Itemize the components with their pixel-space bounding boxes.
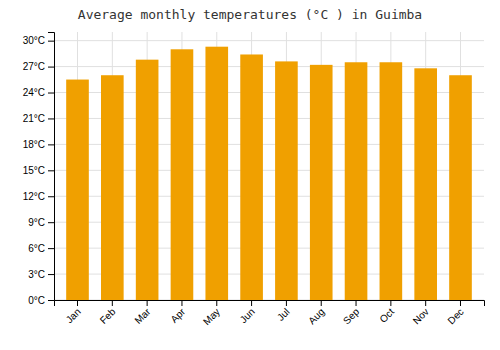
bars xyxy=(66,47,472,300)
tick: Jul xyxy=(275,300,292,323)
tick-mark xyxy=(147,300,148,306)
bar xyxy=(345,62,368,300)
tick: Feb xyxy=(98,300,118,326)
tick-label: 24°C xyxy=(23,87,45,98)
bar xyxy=(66,80,89,300)
tick-mark xyxy=(77,300,78,306)
tick-mark xyxy=(48,67,54,68)
bar xyxy=(136,60,159,300)
tick-label: 27°C xyxy=(23,61,45,72)
bar xyxy=(414,68,437,300)
tick-label: May xyxy=(201,306,222,327)
tick: 15°C xyxy=(23,165,54,176)
tick-label: 9°C xyxy=(28,217,45,228)
tick-mark xyxy=(321,300,322,306)
tick-label: Sep xyxy=(341,306,362,327)
tick: 24°C xyxy=(23,87,54,98)
tick: Jun xyxy=(238,300,257,325)
tick: Mar xyxy=(132,300,152,326)
tick-mark xyxy=(48,222,54,223)
tick-label: Mar xyxy=(132,306,152,326)
tick-mark xyxy=(48,248,54,249)
tick-label: 18°C xyxy=(23,139,45,150)
bar xyxy=(275,61,298,300)
tick-label: Apr xyxy=(168,306,187,325)
tick: 0°C xyxy=(28,295,54,306)
chart: Jan Feb Mar Apr May Jun Jul Aug Sep Oct Nov Dec 0°C 3… xyxy=(0,0,500,350)
tick-mark xyxy=(251,300,252,306)
tick-mark xyxy=(286,300,287,306)
x-axis: Jan Feb Mar Apr May Jun Jul Aug Sep Oct Nov Dec xyxy=(55,300,485,327)
tick-label: Jun xyxy=(238,306,257,325)
tick-label: Dec xyxy=(445,306,465,326)
grid xyxy=(54,32,484,300)
y-axis: 0°C 3°C 6°C 9°C 12°C 15°C 18°C 21°C 24°C 27°C 30°C xyxy=(23,33,55,306)
tick-label: 12°C xyxy=(23,191,45,202)
bar xyxy=(171,49,194,300)
tick: 6°C xyxy=(28,243,54,254)
tick: 27°C xyxy=(23,61,54,72)
tick: Apr xyxy=(168,300,187,325)
tick-mark xyxy=(48,118,54,119)
tick-mark xyxy=(48,274,54,275)
tick: Aug xyxy=(306,300,326,326)
tick-mark xyxy=(356,300,357,306)
tick: Sep xyxy=(341,300,362,326)
bar xyxy=(449,75,472,300)
bar xyxy=(205,47,228,300)
tick-label: Jul xyxy=(275,306,292,323)
tick-mark xyxy=(216,300,217,306)
tick-label: 6°C xyxy=(28,243,45,254)
tick-mark xyxy=(112,300,113,306)
tick-mark xyxy=(181,300,182,306)
grid-line xyxy=(54,40,484,41)
tick-label: Nov xyxy=(411,306,431,326)
tick-label: 0°C xyxy=(28,295,45,306)
tick-label: Feb xyxy=(98,306,118,326)
axis-line xyxy=(48,33,55,301)
tick-label: Aug xyxy=(306,306,326,326)
title: Average monthly temperatures (°C ) in Gu… xyxy=(78,7,422,22)
tick: 12°C xyxy=(23,191,54,202)
tick-label: 3°C xyxy=(28,269,45,280)
tick-label: 15°C xyxy=(23,165,45,176)
tick-mark xyxy=(390,300,391,306)
tick-mark xyxy=(48,300,54,301)
tick-label: Oct xyxy=(377,306,396,325)
tick: 9°C xyxy=(28,217,54,228)
tick-mark xyxy=(48,170,54,171)
bar xyxy=(380,62,403,300)
tick: Oct xyxy=(377,300,396,325)
tick: Dec xyxy=(445,300,465,326)
tick-label: Jan xyxy=(64,306,83,325)
tick-mark xyxy=(425,300,426,306)
axis-line xyxy=(55,301,485,307)
tick-mark xyxy=(460,300,461,306)
tick: 30°C xyxy=(23,35,54,46)
tick-label: 21°C xyxy=(23,113,45,124)
chart-container: Jan Feb Mar Apr May Jun Jul Aug Sep Oct Nov Dec 0°C 3… xyxy=(0,0,500,350)
tick: 18°C xyxy=(23,139,54,150)
bar xyxy=(310,65,333,300)
tick-mark xyxy=(48,144,54,145)
tick-mark xyxy=(48,41,54,42)
bar xyxy=(101,75,124,300)
tick-mark xyxy=(48,196,54,197)
tick-label: 30°C xyxy=(23,35,45,46)
grid-line xyxy=(54,66,484,67)
bar xyxy=(240,54,263,300)
tick: Nov xyxy=(411,300,431,326)
tick: May xyxy=(201,300,222,327)
tick: 3°C xyxy=(28,269,54,280)
tick: Jan xyxy=(64,300,83,325)
tick: 21°C xyxy=(23,113,54,124)
tick-mark xyxy=(48,93,54,94)
